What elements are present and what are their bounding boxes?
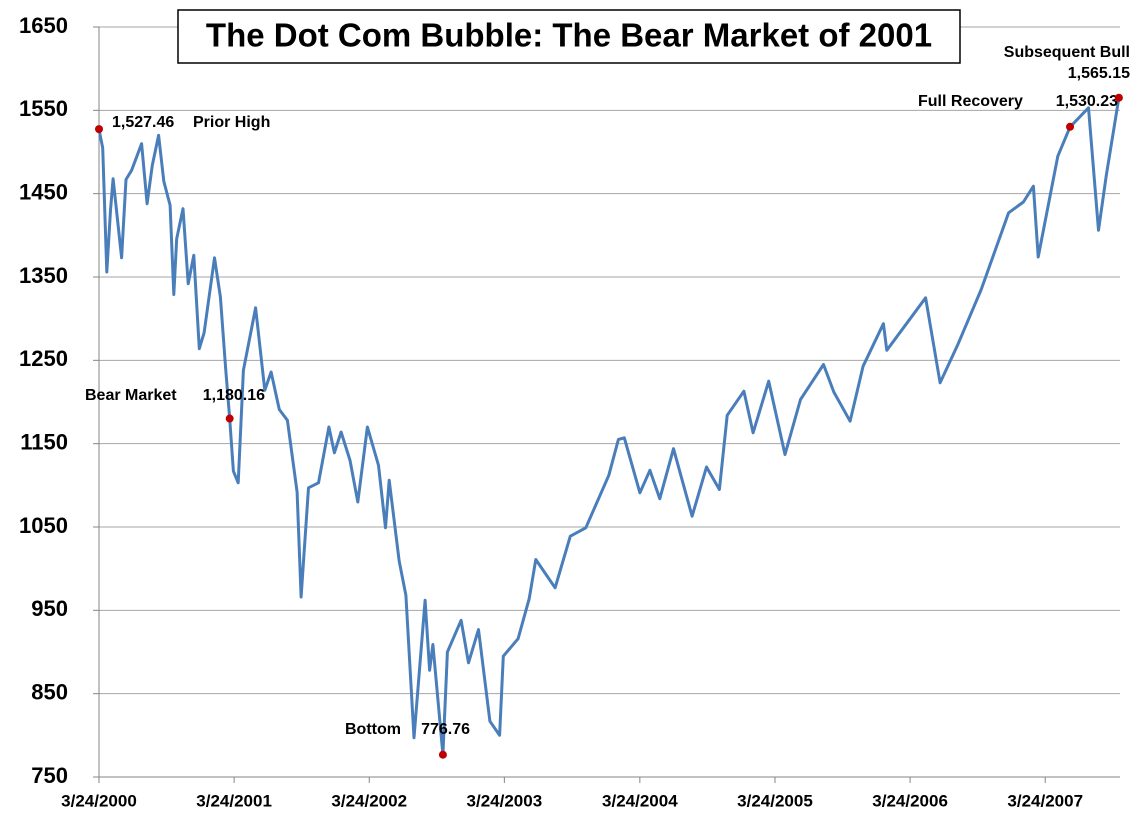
x-tick-label: 3/24/2003 bbox=[467, 791, 543, 810]
annotation-label: Subsequent Bull bbox=[1004, 44, 1130, 61]
markers bbox=[95, 93, 1123, 759]
price-line bbox=[97, 97, 1121, 756]
y-tick-label: 1350 bbox=[19, 263, 68, 288]
x-tick-label: 3/24/2004 bbox=[602, 791, 678, 810]
x-tick-label: 3/24/2001 bbox=[196, 791, 272, 810]
y-tick-label: 850 bbox=[31, 679, 68, 704]
annotation-value: 1,527.46 bbox=[112, 114, 174, 131]
annotation-value: 1,565.15 bbox=[1068, 65, 1130, 82]
chart-title: The Dot Com Bubble: The Bear Market of 2… bbox=[206, 17, 932, 54]
y-tick-label: 1050 bbox=[19, 513, 68, 538]
x-tick-label: 3/24/2000 bbox=[61, 791, 137, 810]
x-tick-label: 3/24/2007 bbox=[1007, 791, 1083, 810]
annotation-marker bbox=[1066, 122, 1075, 131]
annotation-label: Bear Market bbox=[85, 387, 177, 404]
y-tick-label: 1650 bbox=[19, 13, 68, 38]
annotation-marker bbox=[225, 414, 234, 423]
annotation-label: Bottom bbox=[345, 721, 401, 738]
annotation-value: 1,180.16 bbox=[203, 387, 265, 404]
annotation-label: Full Recovery bbox=[918, 93, 1023, 110]
annotation-value: 1,530.23 bbox=[1056, 93, 1118, 110]
y-tick-label: 1150 bbox=[20, 429, 68, 454]
y-tick-label: 1550 bbox=[19, 96, 68, 121]
y-tick-label: 950 bbox=[31, 596, 68, 621]
title-box bbox=[177, 9, 961, 64]
annotation-value: 776.76 bbox=[421, 721, 470, 738]
annotation-marker bbox=[1114, 93, 1123, 102]
x-tick-label: 3/24/2005 bbox=[737, 791, 813, 810]
annotation-marker bbox=[95, 125, 103, 134]
plot bbox=[97, 97, 1121, 756]
y-tick-label: 750 bbox=[31, 763, 68, 788]
x-tick-label: 3/24/2006 bbox=[872, 791, 948, 810]
annotation-label: Prior High bbox=[193, 114, 270, 131]
y-tick-label: 1250 bbox=[19, 346, 68, 371]
y-tick-label: 1450 bbox=[19, 179, 68, 204]
grid: 750 850 950 1050 1150 1250 1350 1450 1550 1650 3/2… bbox=[19, 13, 1120, 810]
x-tick-label: 3/24/2002 bbox=[331, 791, 407, 810]
annotation-marker bbox=[438, 750, 447, 759]
